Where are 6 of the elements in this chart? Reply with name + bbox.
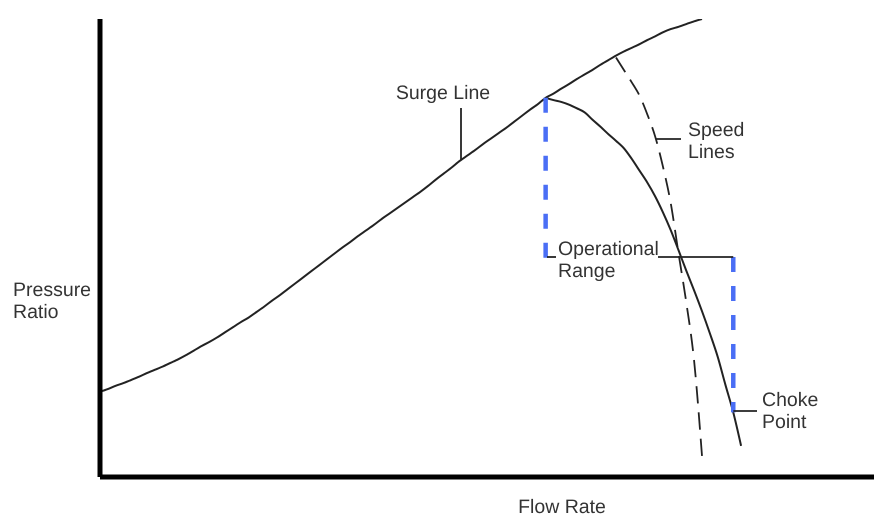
annotation: Operational Range — [558, 238, 659, 282]
x-axis-title: Flow Rate — [518, 496, 606, 516]
annotation: Choke Point — [762, 389, 818, 433]
annotation: Speed Lines — [688, 119, 744, 163]
y-axis-title: Pressure Ratio — [13, 279, 92, 323]
annotation: Surge Line — [396, 82, 490, 104]
